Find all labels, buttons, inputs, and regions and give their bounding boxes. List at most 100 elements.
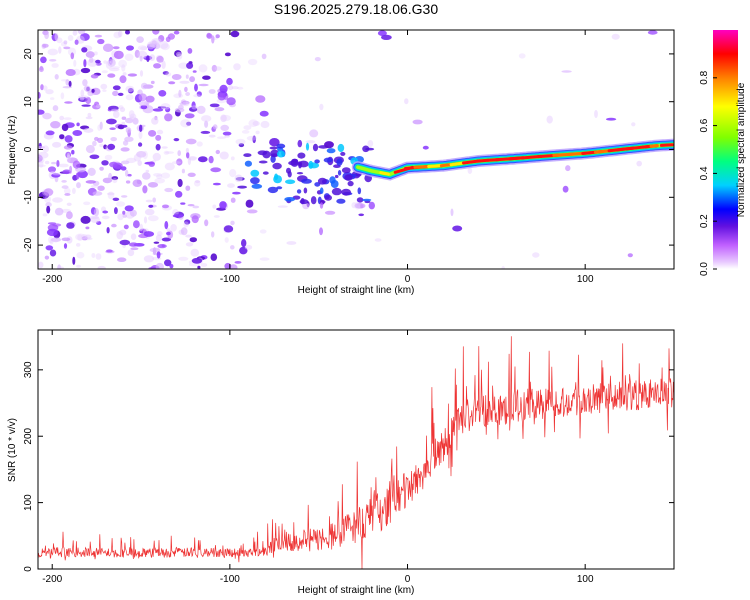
heatmap-cell: [156, 251, 161, 259]
snr-panel: -200 -100 0 100 0 100 200 300 Height of straig…: [7, 329, 675, 596]
heatmap-cell: [139, 124, 143, 132]
heatmap-cell: [97, 265, 106, 269]
heatmap-cell: [185, 74, 189, 79]
heatmap-cell: [70, 52, 75, 60]
heatmap-cell: [63, 187, 71, 195]
heatmap-cell: [43, 188, 54, 197]
heatmap-cell: [246, 209, 258, 214]
heatmap-cell: [185, 147, 189, 153]
heatmap-cell: [139, 70, 144, 77]
heatmap-cell: [89, 57, 94, 63]
heatmap-cell: [71, 149, 75, 155]
heatmap-cell: [181, 100, 190, 105]
heatmap-cell: [112, 178, 118, 184]
heatmap-cell: [252, 121, 260, 126]
heatmap-cell: [113, 110, 120, 119]
heatmap-cell: [38, 261, 44, 269]
heatmap-cell: [217, 93, 226, 101]
heatmap-cell: [153, 63, 162, 69]
heatmap-cell: [166, 228, 171, 233]
heatmap-cell: [169, 264, 174, 269]
heatmap-cell: [142, 172, 151, 180]
heatmap-cell: [276, 150, 286, 158]
heatmap-cell: [66, 211, 73, 220]
heatmap-cell: [174, 50, 182, 57]
heatmap-cell: [102, 210, 109, 214]
heatmap-cell: [211, 231, 215, 238]
heatmap-cell: [258, 160, 268, 164]
heatmap-cell: [244, 160, 252, 167]
heatmap-cell: [72, 160, 81, 169]
bottom-y-axis-label: SNR (10 * v/v): [7, 418, 18, 482]
heatmap-cell: [337, 170, 342, 176]
heatmap-cell: [68, 80, 72, 88]
heatmap-cell: [69, 165, 73, 174]
heatmap-cell: [62, 169, 71, 175]
heatmap-cell: [222, 131, 232, 136]
heatmap-cell: [336, 158, 343, 166]
heatmap-cell: [319, 187, 324, 194]
heatmap-cell: [175, 51, 182, 57]
heatmap-cell: [95, 59, 101, 64]
heatmap-cell: [42, 213, 48, 217]
heatmap-cell: [230, 197, 236, 203]
heatmap-cell: [121, 64, 126, 72]
heatmap-cell: [501, 265, 505, 269]
heatmap-cell: [200, 263, 208, 267]
heatmap-cell: [121, 116, 127, 120]
heatmap-cell: [450, 208, 454, 217]
heatmap-cell: [95, 253, 102, 260]
heatmap-cell: [80, 67, 91, 74]
heatmap-cell: [532, 252, 540, 258]
heatmap-cell: [213, 215, 220, 218]
top-x-axis: -200 -100 0 100: [42, 30, 594, 285]
heatmap-cell: [112, 90, 119, 97]
heatmap-cell: [82, 79, 88, 87]
heatmap-cell: [76, 122, 80, 127]
colorbar: 0.0 0.2 0.4 0.6 0.8 Normalized spectral ampl…: [699, 30, 747, 276]
heatmap-cell: [130, 247, 139, 251]
heatmap-cell: [90, 184, 99, 188]
heatmap-cell: [314, 182, 321, 187]
heatmap-cell: [191, 105, 198, 110]
heatmap-cell: [276, 186, 283, 190]
heatmap-cell: [178, 256, 189, 261]
heatmap-cell: [61, 237, 71, 242]
heatmap-cell: [298, 162, 302, 169]
heatmap-cell: [150, 80, 155, 85]
heatmap-cell: [180, 227, 188, 236]
heatmap-cell: [296, 189, 302, 194]
x-tick-label: 0: [405, 574, 411, 585]
heatmap-cell: [63, 117, 72, 120]
heatmap-cell: [109, 60, 116, 64]
x-tick-label: 100: [577, 274, 594, 285]
heatmap-cell: [112, 85, 121, 91]
heatmap-cell: [56, 160, 60, 167]
heatmap-cell: [185, 138, 197, 145]
y-tick-label: -20: [23, 237, 34, 252]
heatmap-cell: [49, 59, 57, 62]
heatmap-cell: [79, 96, 85, 101]
heatmap-cell: [180, 119, 191, 128]
heatmap-cell: [148, 204, 154, 208]
heatmap-cell: [230, 245, 235, 250]
x-tick-label: 100: [577, 574, 594, 585]
y-tick-label: 10: [23, 96, 34, 108]
heatmap-cell: [181, 101, 190, 107]
heatmap-cell: [337, 143, 345, 153]
heatmap-cell: [288, 160, 299, 166]
heatmap-cell: [91, 253, 96, 258]
heatmap-cell: [237, 185, 248, 189]
heatmap-cell: [259, 229, 267, 234]
heatmap-cell: [187, 157, 191, 166]
heatmap-cell: [122, 214, 127, 218]
heatmap-cell: [177, 150, 181, 157]
heatmap-cell: [94, 34, 103, 38]
heatmap-cell: [219, 84, 228, 93]
heatmap-cell: [50, 97, 55, 100]
heatmap-cell: [198, 83, 209, 87]
heatmap-cell: [152, 30, 160, 35]
heatmap-cell: [107, 143, 116, 150]
heatmap-cell: [95, 104, 101, 108]
heatmap-cell: [85, 51, 95, 58]
